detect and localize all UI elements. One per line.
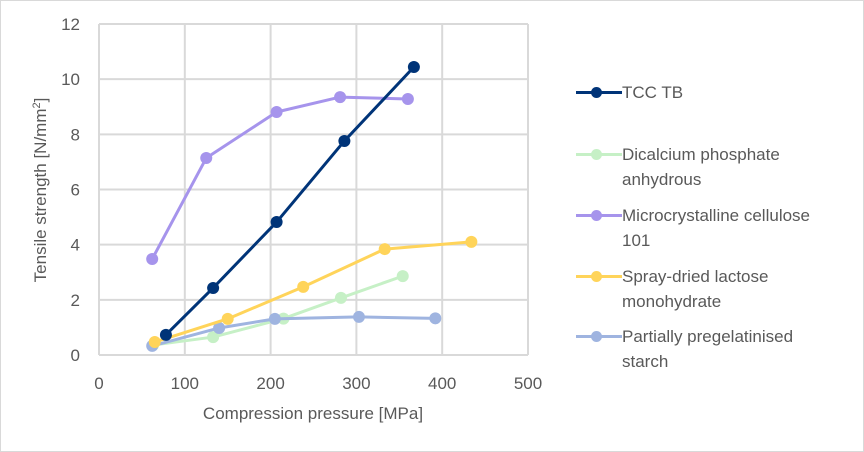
series-spray-dried-lactose-monohydrate xyxy=(148,235,478,349)
legend-dot xyxy=(591,149,602,160)
legend-dot xyxy=(591,271,602,282)
legend-label: Spray-dried lactose monohydrate xyxy=(622,264,852,314)
x-tick-label: 300 xyxy=(342,374,370,393)
legend-dot xyxy=(591,87,602,98)
data-point xyxy=(159,328,172,341)
series-group xyxy=(146,61,478,352)
data-point xyxy=(407,61,420,74)
series-dicalcium-phosphate-anhydrous xyxy=(147,270,409,352)
y-tick-label: 4 xyxy=(71,236,80,255)
x-tick-label: 200 xyxy=(256,374,284,393)
legend-marker-icon xyxy=(574,324,622,346)
x-tick-label: 500 xyxy=(514,374,542,393)
data-point xyxy=(200,152,213,165)
y-tick-label: 6 xyxy=(71,181,80,200)
data-point xyxy=(207,331,220,344)
legend-marker-icon xyxy=(574,203,622,225)
data-point xyxy=(396,270,409,283)
legend-label-line: anhydrous xyxy=(622,170,702,189)
series-line xyxy=(150,95,408,260)
y-tick-labels: 0 2 4 6 8 10 12 xyxy=(61,15,80,365)
data-point xyxy=(148,336,161,349)
legend-label-line: Partially pregelatinised xyxy=(622,327,794,346)
x-tick-label: 0 xyxy=(94,374,103,393)
legend-item: TCC TB xyxy=(574,80,852,105)
legend-label-line: 101 xyxy=(622,231,651,250)
data-point xyxy=(352,310,365,323)
data-point xyxy=(334,291,347,304)
y-axis-title: Tensile strength [N/mm2] xyxy=(31,98,50,283)
data-point xyxy=(207,281,220,294)
series-tcc-tb xyxy=(159,61,420,341)
y-tick-label: 8 xyxy=(71,125,80,144)
data-point xyxy=(146,253,159,266)
legend-label-line: TCC TB xyxy=(622,83,684,102)
series-partially-pregelatinised-starch xyxy=(146,310,442,352)
legend-item: Dicalcium phosphate anhydrous xyxy=(574,142,852,192)
x-tick-label: 400 xyxy=(428,374,456,393)
y-tick-label: 0 xyxy=(71,346,80,365)
data-point xyxy=(297,280,310,293)
legend-item: Partially pregelatinised starch xyxy=(574,324,852,374)
data-point xyxy=(213,321,226,334)
y-axis-title-sup: 2 xyxy=(31,102,43,108)
data-point xyxy=(338,134,351,147)
legend-label-line: Microcrystalline cellulose xyxy=(622,206,811,225)
data-point xyxy=(465,235,478,248)
legend-label: Dicalcium phosphate anhydrous xyxy=(622,142,852,192)
data-point xyxy=(270,216,283,229)
series-line xyxy=(151,315,436,348)
legend-dot xyxy=(591,331,602,342)
grid-lines xyxy=(98,23,529,356)
legend-label-line: Dicalcium phosphate xyxy=(622,145,780,164)
y-tick-label: 2 xyxy=(71,291,80,310)
data-point xyxy=(378,243,391,256)
legend-label-line: monohydrate xyxy=(622,292,722,311)
legend-marker-icon xyxy=(574,80,622,102)
data-point xyxy=(221,312,234,325)
legend: TCC TB Dicalcium phosphate anhydrous Microc… xyxy=(574,0,859,450)
legend-label-line: Spray-dried lactose xyxy=(622,267,769,286)
legend-marker-icon xyxy=(574,142,622,164)
legend-label: Partially pregelatinised starch xyxy=(622,324,852,374)
legend-label: Microcrystalline cellulose 101 xyxy=(622,203,852,253)
y-axis-title-main: Tensile strength [N/mm xyxy=(31,109,50,283)
data-point xyxy=(270,105,283,118)
legend-label: TCC TB xyxy=(622,80,852,105)
y-tick-label: 10 xyxy=(61,70,80,89)
legend-marker-icon xyxy=(574,264,622,286)
data-point xyxy=(268,312,281,325)
series-microcrystalline-cellulose-101 xyxy=(146,91,414,266)
data-point xyxy=(334,91,347,104)
series-line xyxy=(164,66,415,336)
y-axis-title-close: ] xyxy=(31,98,50,103)
x-axis-title: Compression pressure [MPa] xyxy=(203,404,423,423)
y-tick-label: 12 xyxy=(61,15,80,34)
data-point xyxy=(429,312,442,325)
x-tick-labels: 0 100 200 300 400 500 xyxy=(94,374,542,393)
data-point xyxy=(401,93,414,106)
x-tick-label: 100 xyxy=(171,374,199,393)
legend-item: Microcrystalline cellulose 101 xyxy=(574,203,852,253)
series-line xyxy=(154,240,472,344)
legend-item: Spray-dried lactose monohydrate xyxy=(574,264,852,314)
legend-dot xyxy=(591,210,602,221)
legend-label-line: starch xyxy=(622,352,669,371)
